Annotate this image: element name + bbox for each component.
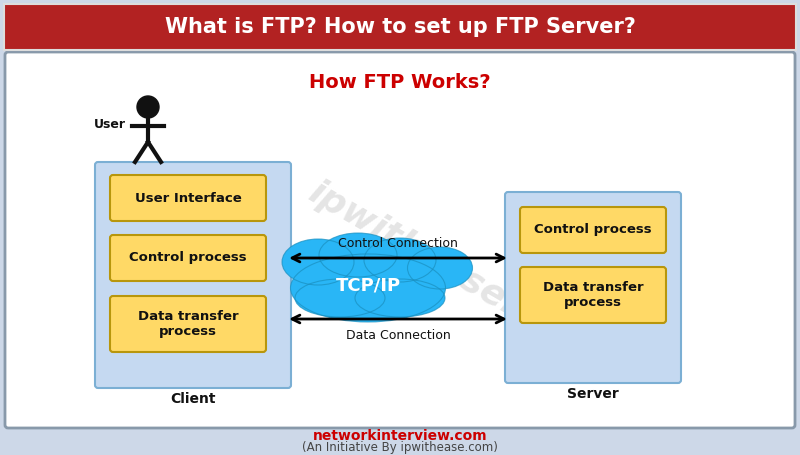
FancyBboxPatch shape [520,267,666,323]
FancyBboxPatch shape [110,235,266,281]
Text: networkinterview.com: networkinterview.com [313,429,487,443]
FancyBboxPatch shape [110,175,266,221]
FancyBboxPatch shape [505,192,681,383]
FancyBboxPatch shape [95,162,291,388]
FancyBboxPatch shape [110,296,266,352]
Ellipse shape [355,279,445,317]
Text: Data transfer
process: Data transfer process [542,281,643,309]
Text: Client: Client [170,392,216,406]
FancyBboxPatch shape [520,207,666,253]
Ellipse shape [295,279,385,317]
Ellipse shape [364,238,436,282]
Text: Control process: Control process [129,252,247,264]
Text: User Interface: User Interface [134,192,242,204]
Text: Data transfer
process: Data transfer process [138,310,238,338]
Ellipse shape [282,239,354,285]
Text: What is FTP? How to set up FTP Server?: What is FTP? How to set up FTP Server? [165,17,635,37]
Ellipse shape [319,233,397,277]
Ellipse shape [407,247,473,289]
Ellipse shape [290,254,446,322]
Text: Data Connection: Data Connection [346,329,450,342]
Text: User: User [94,118,126,131]
Text: TCP/IP: TCP/IP [335,277,401,295]
Text: (An Initiative By ipwithease.com): (An Initiative By ipwithease.com) [302,441,498,455]
Text: Control process: Control process [534,223,652,237]
Text: Control Connection: Control Connection [338,237,458,250]
Text: Server: Server [567,387,619,401]
Circle shape [137,96,159,118]
FancyBboxPatch shape [4,4,796,50]
Text: ipwithease.com: ipwithease.com [303,176,597,364]
FancyBboxPatch shape [5,52,795,428]
Text: How FTP Works?: How FTP Works? [309,72,491,91]
